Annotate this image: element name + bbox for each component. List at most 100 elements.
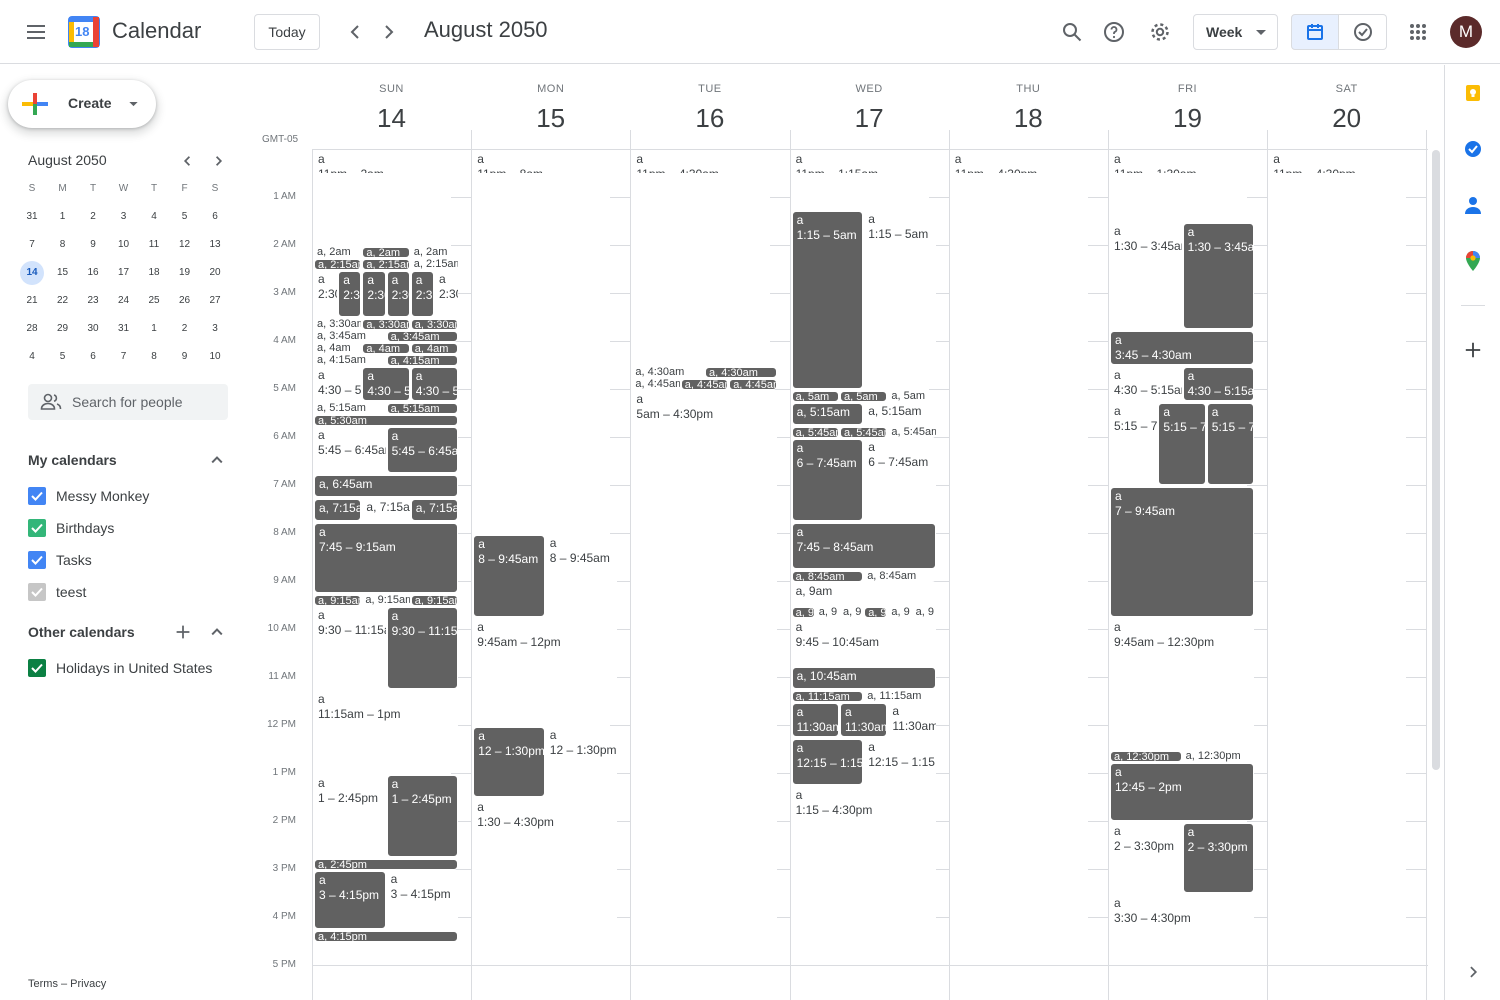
search-icon[interactable] xyxy=(1052,12,1092,52)
calendar-event[interactable]: a2:30 xyxy=(362,271,386,317)
calendar-event[interactable]: a 11:30am xyxy=(840,703,888,737)
mini-day[interactable]: 5 xyxy=(59,351,66,362)
calendar-event[interactable]: a, 2:15am xyxy=(314,259,362,270)
calendar-event[interactable]: a 1:15 – 5am xyxy=(791,211,864,389)
mini-day[interactable]: 12 xyxy=(178,239,191,250)
calendar-event[interactable]: a, 5am xyxy=(840,391,888,402)
chevron-left-icon[interactable] xyxy=(336,12,376,52)
mini-day[interactable]: 30 xyxy=(87,323,99,334)
calendar-event[interactable]: a, 7:15am xyxy=(410,499,459,521)
calendar-event[interactable]: a 11:15am – 1pm xyxy=(314,691,459,773)
maps-icon[interactable] xyxy=(1453,241,1493,281)
mini-day[interactable]: 29 xyxy=(56,323,69,334)
calendar-event[interactable]: a 4:30 – 5 xyxy=(410,367,459,401)
mini-day[interactable]: 9 xyxy=(181,351,188,362)
calendar-event[interactable]: a, 2:15am xyxy=(410,259,459,270)
calendar-event[interactable]: a, 5:45am xyxy=(888,427,936,438)
mini-day[interactable]: 4 xyxy=(29,351,35,362)
calendar-event[interactable]: a 5:15 – 7 xyxy=(1158,403,1206,485)
calendar-event[interactable]: a, 2:15am xyxy=(362,259,410,270)
calendar-logo-icon[interactable]: 18 xyxy=(68,16,100,48)
calendar-event[interactable]: a 1:15 – 5am xyxy=(864,211,936,389)
search-people-input[interactable]: Search for people xyxy=(28,384,228,420)
checkbox-icon[interactable] xyxy=(28,583,46,601)
chevron-up-icon[interactable] xyxy=(197,440,237,480)
mini-day[interactable]: 4 xyxy=(151,211,157,222)
calendar-item[interactable]: Holidays in United States xyxy=(28,656,212,680)
tasks-view-icon[interactable] xyxy=(1339,14,1387,50)
mini-day[interactable]: 8 xyxy=(151,351,157,362)
mini-day[interactable]: 22 xyxy=(56,295,69,306)
mini-day[interactable]: 28 xyxy=(26,323,38,334)
calendar-event[interactable]: a2:30 xyxy=(314,271,338,317)
mini-next-month-icon[interactable] xyxy=(200,143,236,179)
other-calendars-heading[interactable]: Other calendars xyxy=(28,624,135,640)
calendar-event[interactable]: a, 2:45pm xyxy=(314,859,459,870)
calendar-event[interactable]: a, 11:15am xyxy=(864,691,936,702)
calendar-event[interactable]: a, 4am xyxy=(410,343,459,354)
calendar-event[interactable]: a, 5:15am xyxy=(791,403,864,425)
calendar-event[interactable]: a, 3:30am xyxy=(362,319,410,330)
calendar-event[interactable]: a 1:30 – 4:30pm xyxy=(473,799,618,941)
mini-day[interactable]: 14 xyxy=(20,261,44,285)
calendar-event[interactable]: a, 10:45am xyxy=(791,667,936,689)
calendar-event[interactable]: a11pm – 4:30pm xyxy=(1269,151,1414,173)
calendar-event[interactable]: a, 3:45am xyxy=(314,331,386,342)
calendar-event[interactable]: a, 4:45am xyxy=(632,379,680,390)
calendar-event[interactable]: a 12:15 – 1:15 xyxy=(791,739,864,785)
calendar-item[interactable]: Tasks xyxy=(28,548,92,572)
tasks-icon[interactable] xyxy=(1453,129,1493,169)
calendar-event[interactable]: a, 2am xyxy=(314,247,362,258)
keep-icon[interactable] xyxy=(1453,73,1493,113)
day-number[interactable]: 16 xyxy=(695,103,725,133)
calendar-event[interactable]: a 12 – 1:30pm xyxy=(545,727,618,797)
checkbox-icon[interactable] xyxy=(28,487,46,505)
calendar-event[interactable]: a 5:15 – 7 xyxy=(1206,403,1255,485)
calendar-event[interactable]: a2:30 xyxy=(410,271,434,317)
mini-day[interactable]: 10 xyxy=(117,239,130,250)
mini-day[interactable]: 25 xyxy=(148,295,160,306)
day-number[interactable]: 17 xyxy=(854,103,884,133)
calendar-event[interactable]: a5:45 – 6:45am xyxy=(386,427,459,473)
day-number[interactable]: 19 xyxy=(1173,103,1202,133)
calendar-item[interactable]: Messy Monkey xyxy=(28,484,149,508)
calendar-event[interactable]: a, 5:30am xyxy=(314,415,459,426)
calendar-event[interactable]: a 7:45 – 9:15am xyxy=(314,523,459,593)
mini-day[interactable]: 3 xyxy=(212,323,218,334)
mini-day[interactable]: 6 xyxy=(212,211,218,222)
calendar-event[interactable]: a, 5am xyxy=(791,391,839,402)
mini-day[interactable]: 8 xyxy=(59,239,66,250)
calendar-event[interactable]: a, 3:30am xyxy=(314,319,362,330)
mini-day[interactable]: 18 xyxy=(148,267,160,278)
mini-day[interactable]: 31 xyxy=(117,323,130,334)
mini-day[interactable]: 19 xyxy=(178,267,191,278)
mini-day[interactable]: 10 xyxy=(209,351,221,362)
mini-day[interactable]: 16 xyxy=(87,267,99,278)
add-other-calendar-icon[interactable] xyxy=(163,612,203,652)
calendar-event[interactable]: a 12:45 – 2pm xyxy=(1110,763,1255,821)
my-calendars-heading[interactable]: My calendars xyxy=(28,452,117,468)
mini-day[interactable]: 21 xyxy=(26,295,38,306)
calendar-event[interactable]: a, 4am xyxy=(362,343,410,354)
create-button[interactable]: Create xyxy=(8,80,156,128)
calendar-event[interactable]: a, 9:15am xyxy=(362,595,410,606)
calendar-event[interactable]: a, 9 xyxy=(912,607,936,618)
mini-day[interactable]: 2 xyxy=(90,211,96,222)
mini-day[interactable]: 1 xyxy=(59,211,66,222)
calendar-event[interactable]: a, 5:15am xyxy=(386,403,459,414)
calendar-event[interactable]: a 12:15 – 1:15 xyxy=(864,739,936,785)
calendar-event[interactable]: a 4:30 – 5 xyxy=(314,367,362,401)
mini-day[interactable]: 2 xyxy=(181,323,188,334)
calendar-event[interactable]: a, 4:45am xyxy=(729,379,777,390)
calendar-event[interactable]: a, 9 xyxy=(815,607,839,618)
calendar-event[interactable]: a, 7:15am xyxy=(362,499,410,521)
calendar-event[interactable]: a2:30 xyxy=(435,271,459,317)
calendar-event[interactable]: a, 9 xyxy=(864,607,888,618)
calendar-event[interactable]: a 4:30 – 5 xyxy=(362,367,410,401)
calendar-event[interactable]: a, 5am xyxy=(888,391,936,402)
view-select[interactable]: Week xyxy=(1193,14,1278,50)
mini-day[interactable]: 15 xyxy=(56,267,69,278)
